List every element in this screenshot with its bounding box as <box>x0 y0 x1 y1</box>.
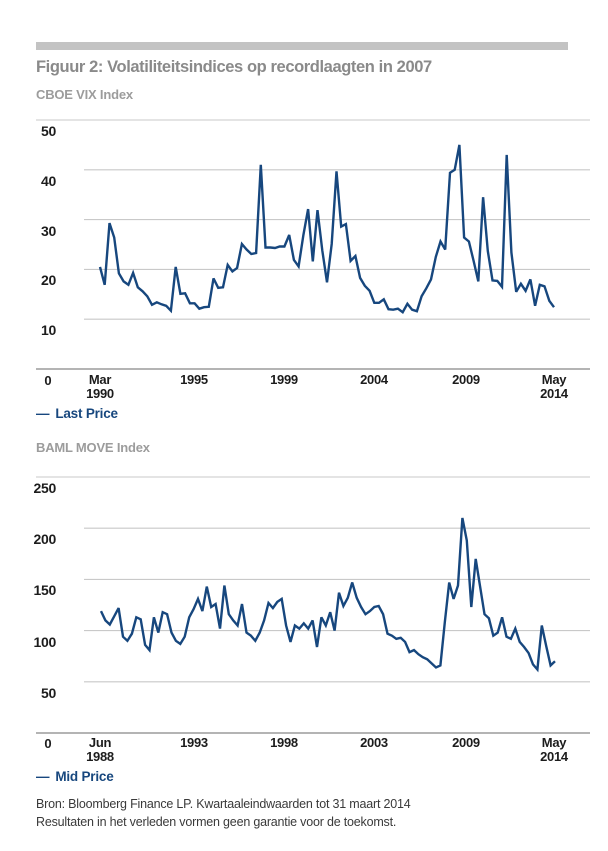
disclaimer-line: Resultaten in het verleden vormen geen g… <box>36 815 397 829</box>
x-tick-label: 1995 <box>164 373 224 387</box>
x-tick-line: May <box>541 735 567 750</box>
y-tick-label: 50 <box>41 123 56 139</box>
x-tick-label: 2009 <box>436 736 496 750</box>
x-tick-label: 1999 <box>254 373 314 387</box>
legend-label: Last Price <box>55 406 118 421</box>
x-tick-line: 1990 <box>86 386 114 401</box>
x-tick-line: 2014 <box>540 749 568 764</box>
y-origin-label: 0 <box>44 373 52 388</box>
legend-line-marker: — <box>36 769 50 784</box>
x-tick-label: May 2014 <box>524 373 584 401</box>
y-origin-label: 0 <box>44 736 52 751</box>
x-tick-label: 2003 <box>344 736 404 750</box>
vix-line-chart <box>36 119 590 370</box>
x-tick-line: 2004 <box>360 372 388 387</box>
legend-label: Mid Price <box>55 769 114 784</box>
x-tick-line: 2014 <box>540 386 568 401</box>
x-tick-line: 1988 <box>86 749 114 764</box>
legend-line-marker: — <box>36 406 50 421</box>
source-note: Bron: Bloomberg Finance LP. Kwartaaleind… <box>36 795 576 831</box>
y-tick-label: 100 <box>33 633 57 650</box>
legend-mid-price: — Mid Price <box>36 769 114 784</box>
y-tick-label: 10 <box>41 322 56 339</box>
x-tick-line: 2009 <box>452 372 480 387</box>
chart-subtitle-vix: CBOE VIX Index <box>36 87 133 102</box>
figure-title: Figuur 2: Volatiliteitsindices op record… <box>36 58 432 76</box>
y-tick-label: 50 <box>41 684 56 701</box>
move-line-chart <box>36 476 590 734</box>
x-tick-label: Jun 1988 <box>70 736 130 764</box>
top-divider-bar <box>36 42 568 50</box>
x-tick-label: Mar 1990 <box>70 373 130 401</box>
y-tick-label: 200 <box>33 531 57 548</box>
x-tick-label: May 2014 <box>524 736 584 764</box>
x-tick-line: 1993 <box>180 735 208 750</box>
x-tick-label: 1998 <box>254 736 314 750</box>
x-tick-label: 2004 <box>344 373 404 387</box>
vix-series-line <box>98 144 555 314</box>
x-tick-line: 1999 <box>270 372 298 387</box>
move-series-line <box>99 517 556 673</box>
source-line: Bron: Bloomberg Finance LP. Kwartaaleind… <box>36 797 411 811</box>
x-tick-line: May <box>541 372 567 387</box>
legend-last-price: — Last Price <box>36 406 118 421</box>
y-tick-label: 30 <box>41 222 56 239</box>
x-tick-line: 1998 <box>270 735 298 750</box>
x-tick-line: Jun <box>88 735 112 750</box>
x-tick-line: Mar <box>88 372 112 387</box>
x-tick-line: 1995 <box>180 372 208 387</box>
chart-subtitle-move: BAML MOVE Index <box>36 440 150 455</box>
x-tick-label: 1993 <box>164 736 224 750</box>
y-tick-label: 150 <box>33 582 57 599</box>
y-tick-label: 250 <box>33 480 57 496</box>
y-tick-label: 40 <box>41 172 56 189</box>
x-tick-line: 2003 <box>360 735 388 750</box>
x-tick-line: 2009 <box>452 735 480 750</box>
y-tick-label: 20 <box>41 272 56 289</box>
x-tick-label: 2009 <box>436 373 496 387</box>
